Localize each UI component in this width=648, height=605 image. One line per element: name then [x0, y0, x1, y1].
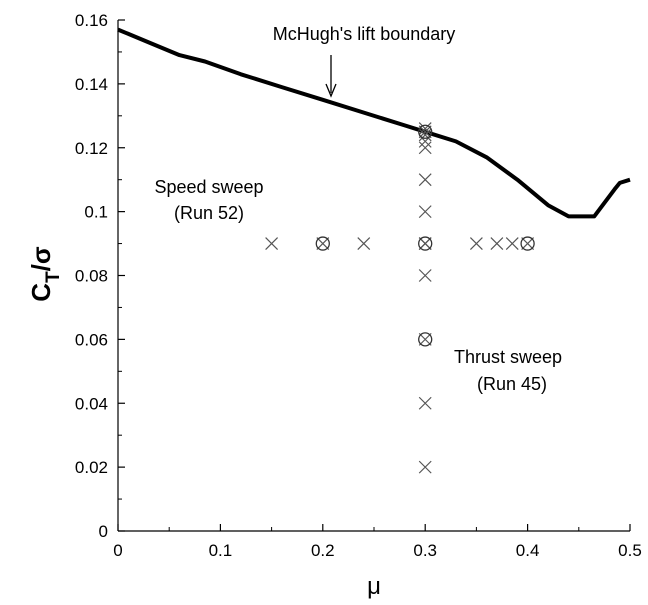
- y-axis-label-suffix: /σ: [26, 246, 56, 271]
- annotation-mchugh: McHugh's lift boundary: [273, 24, 456, 44]
- y-tick-label: 0.1: [84, 203, 108, 222]
- annotation-thrust1: Thrust sweep: [454, 347, 562, 367]
- axes: [117, 20, 630, 532]
- ticks: 0 0.02 0.04 0.06 0.08 0.1 0.12 0.14 0.16 0 0.1 0.2 0…: [75, 11, 642, 560]
- speed-sweep-point: [265, 237, 279, 250]
- speed-sweep-point: [490, 237, 504, 250]
- annotation-arrow-head: [325, 83, 337, 98]
- svg-text:CT/σ: CT/σ: [26, 246, 64, 302]
- circled-point: [315, 236, 330, 251]
- y-tick-label: 0.08: [75, 267, 108, 286]
- x-tick-label: 0.5: [618, 541, 642, 560]
- thrust-sweep-point: [418, 332, 432, 346]
- circled-point: [418, 332, 433, 347]
- thrust-sweep-point: [418, 122, 432, 136]
- thrust-sweep-point: [418, 141, 432, 155]
- x-tick-label: 0.2: [311, 541, 335, 560]
- thrust-sweep-point: [418, 173, 432, 187]
- y-axis-label-main: C: [26, 283, 56, 302]
- speed-sweep-point: [469, 237, 483, 250]
- x-tick-label: 0.1: [209, 541, 233, 560]
- y-tick-label: 0.04: [75, 394, 108, 413]
- speed-sweep-point: [357, 237, 371, 250]
- thrust-sweep-point: [418, 128, 432, 142]
- y-axis-label: CT/σ: [26, 246, 64, 302]
- data-marks: [117, 27, 631, 474]
- circled-point: [418, 124, 433, 139]
- annotations: McHugh's lift boundary Speed sweep (Run 52…: [154, 24, 562, 394]
- thrust-sweep-point: [418, 460, 432, 474]
- circled-point: [418, 236, 433, 251]
- circled-point: [520, 236, 535, 251]
- y-tick-label: 0.16: [75, 11, 108, 30]
- y-tick-label: 0.12: [75, 139, 108, 158]
- y-tick-label: 0.02: [75, 458, 108, 477]
- thrust-sweep-point: [418, 237, 432, 250]
- speed-sweep-point: [316, 237, 330, 250]
- x-tick-label: 0: [113, 541, 122, 560]
- annotation-speed1: Speed sweep: [154, 177, 263, 197]
- thrust-sweep-point: [418, 125, 432, 139]
- thrust-sweep-point: [418, 396, 432, 410]
- y-axis-label-sub: T: [43, 271, 64, 283]
- x-axis-label: μ: [367, 573, 381, 600]
- speed-sweep-point: [505, 237, 519, 250]
- y-tick-label: 0.06: [75, 330, 108, 349]
- speed-sweep-point: [521, 237, 535, 250]
- thrust-sweep-point: [418, 205, 432, 219]
- y-tick-label: 0: [99, 522, 108, 541]
- thrust-sweep-point: [418, 269, 432, 282]
- annotation-thrust2: (Run 45): [477, 374, 547, 394]
- x-tick-label: 0.3: [413, 541, 437, 560]
- y-tick-label: 0.14: [75, 75, 108, 94]
- x-tick-label: 0.4: [516, 541, 540, 560]
- annotation-speed2: (Run 52): [174, 203, 244, 223]
